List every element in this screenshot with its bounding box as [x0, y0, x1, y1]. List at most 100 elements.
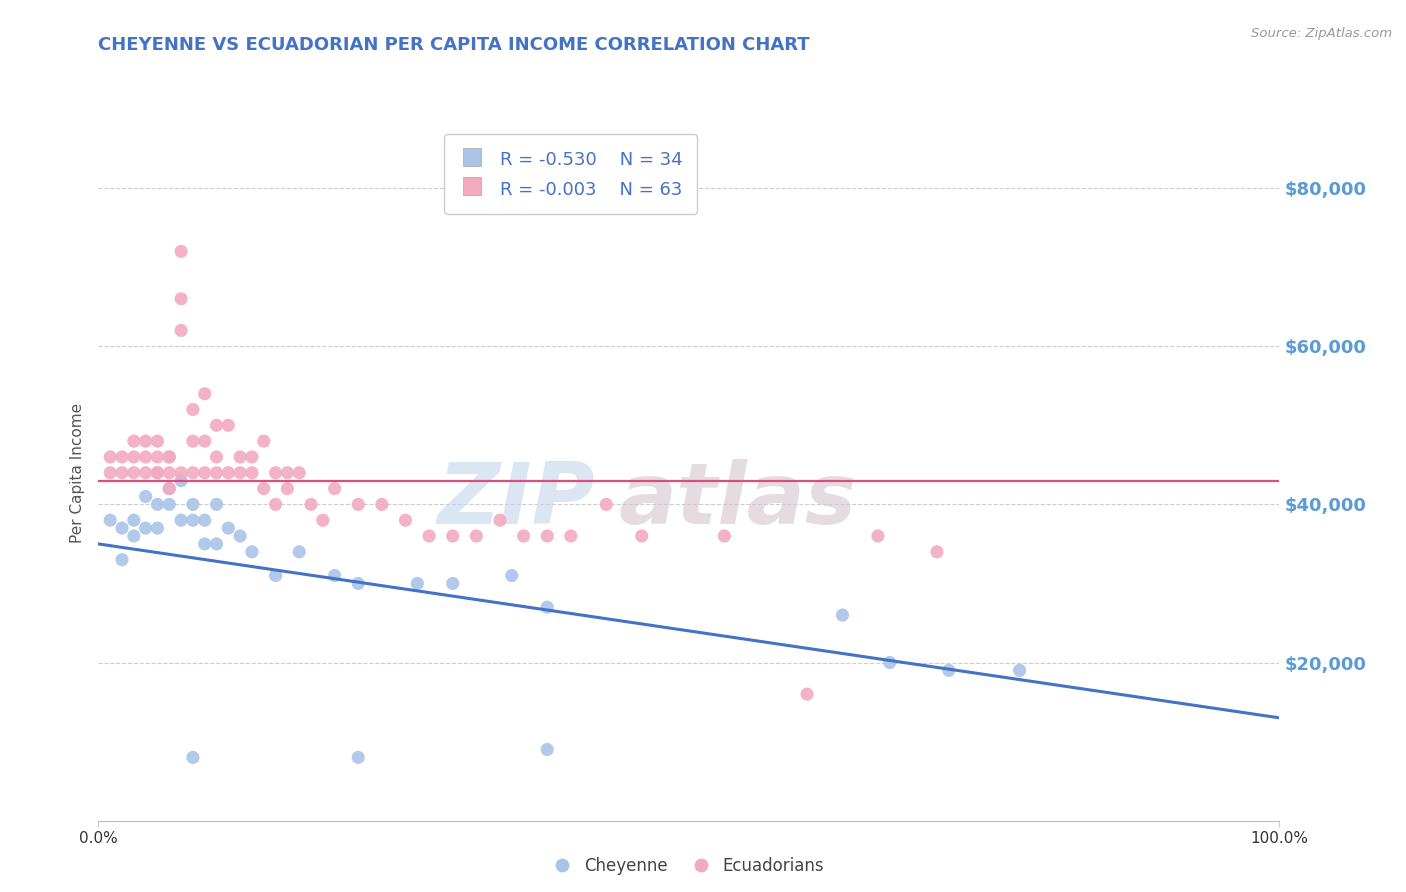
Point — [253, 434, 276, 449]
Point — [205, 450, 228, 464]
Point — [135, 450, 157, 464]
Point — [111, 466, 134, 480]
Point — [146, 434, 169, 449]
Point — [194, 513, 217, 527]
Point — [323, 568, 346, 582]
Point — [170, 513, 193, 527]
Point — [122, 466, 145, 480]
Point — [560, 529, 582, 543]
Text: atlas: atlas — [619, 459, 856, 542]
Point — [181, 466, 204, 480]
Point — [181, 750, 204, 764]
Point — [205, 466, 228, 480]
Text: CHEYENNE VS ECUADORIAN PER CAPITA INCOME CORRELATION CHART: CHEYENNE VS ECUADORIAN PER CAPITA INCOME… — [98, 36, 810, 54]
Point — [831, 608, 853, 623]
Point — [217, 521, 239, 535]
Point — [146, 521, 169, 535]
Point — [501, 568, 523, 582]
Point — [170, 292, 193, 306]
Point — [253, 482, 276, 496]
Point — [157, 450, 180, 464]
Point — [135, 434, 157, 449]
Point — [536, 600, 558, 615]
Point — [240, 450, 263, 464]
Point — [194, 537, 217, 551]
Point — [465, 529, 488, 543]
Point — [157, 466, 180, 480]
Text: ZIP: ZIP — [437, 459, 595, 542]
Point — [181, 497, 204, 511]
Point — [111, 450, 134, 464]
Point — [194, 434, 217, 449]
Point — [135, 490, 157, 504]
Point — [441, 529, 464, 543]
Point — [205, 418, 228, 433]
Point — [146, 450, 169, 464]
Point — [157, 482, 180, 496]
Point — [229, 450, 252, 464]
Point — [217, 418, 239, 433]
Point — [205, 497, 228, 511]
Y-axis label: Per Capita Income: Per Capita Income — [69, 402, 84, 543]
Point — [536, 529, 558, 543]
Point — [229, 466, 252, 480]
Point — [347, 497, 370, 511]
Text: Source: ZipAtlas.com: Source: ZipAtlas.com — [1251, 27, 1392, 40]
Point — [264, 497, 287, 511]
Point — [240, 545, 263, 559]
Point — [713, 529, 735, 543]
Point — [157, 497, 180, 511]
Point — [229, 529, 252, 543]
Point — [406, 576, 429, 591]
Point — [879, 656, 901, 670]
Point — [347, 750, 370, 764]
Point — [122, 513, 145, 527]
Point — [205, 537, 228, 551]
Point — [240, 466, 263, 480]
Point — [264, 466, 287, 480]
Point — [170, 244, 193, 259]
Point — [194, 466, 217, 480]
Point — [796, 687, 818, 701]
Point — [170, 474, 193, 488]
Point — [181, 402, 204, 417]
Point — [288, 466, 311, 480]
Point — [170, 466, 193, 480]
Point — [98, 513, 121, 527]
Point — [299, 497, 322, 511]
Point — [122, 434, 145, 449]
Point — [135, 466, 157, 480]
Point — [181, 513, 204, 527]
Legend: Cheyenne, Ecuadorians: Cheyenne, Ecuadorians — [547, 851, 831, 882]
Point — [276, 466, 298, 480]
Point — [111, 521, 134, 535]
Point — [157, 450, 180, 464]
Point — [938, 664, 960, 678]
Point — [135, 521, 157, 535]
Point — [194, 386, 217, 401]
Point — [122, 529, 145, 543]
Point — [630, 529, 652, 543]
Point — [146, 466, 169, 480]
Point — [441, 576, 464, 591]
Point — [288, 545, 311, 559]
Point — [181, 434, 204, 449]
Point — [146, 497, 169, 511]
Point — [157, 482, 180, 496]
Point — [418, 529, 440, 543]
Point — [394, 513, 416, 527]
Point — [489, 513, 512, 527]
Point — [371, 497, 394, 511]
Point — [1008, 664, 1031, 678]
Point — [536, 742, 558, 756]
Point — [170, 323, 193, 337]
Point — [122, 450, 145, 464]
Point — [98, 466, 121, 480]
Point — [217, 466, 239, 480]
Point — [866, 529, 889, 543]
Point — [323, 482, 346, 496]
Point — [925, 545, 948, 559]
Point — [595, 497, 617, 511]
Point — [347, 576, 370, 591]
Point — [98, 450, 121, 464]
